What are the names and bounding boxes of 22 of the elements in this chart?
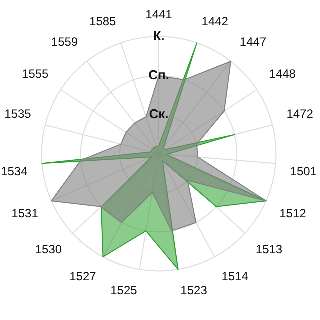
spoke-label: 1501 [290, 164, 318, 178]
spoke-label: 1531 [12, 206, 39, 220]
y-tick-label: К. [153, 28, 165, 44]
spoke-label: 1555 [22, 67, 50, 82]
y-tick-label: Сп. [148, 67, 170, 82]
spoke-label: 1530 [35, 242, 62, 257]
spoke-label: 1527 [70, 269, 97, 284]
spoke-label: 1447 [240, 35, 267, 50]
spoke-label: 1585 [90, 14, 117, 29]
spoke-label: 1525 [110, 283, 138, 298]
spoke-label: 1448 [269, 67, 296, 82]
spoke-label: 1512 [280, 206, 307, 220]
y-tick-label: Ск. [149, 106, 169, 122]
spoke-label: 1534 [1, 164, 28, 178]
spoke-label: 1513 [256, 242, 283, 257]
spoke-label: 1559 [51, 35, 78, 50]
spoke-label: 1514 [222, 269, 249, 284]
spoke-label: 1523 [180, 283, 208, 298]
spoke-label: 1535 [4, 106, 32, 121]
spoke-label: 1472 [286, 106, 314, 121]
spoke-label: 1441 [146, 7, 173, 22]
spoke-label: 1442 [202, 14, 229, 29]
